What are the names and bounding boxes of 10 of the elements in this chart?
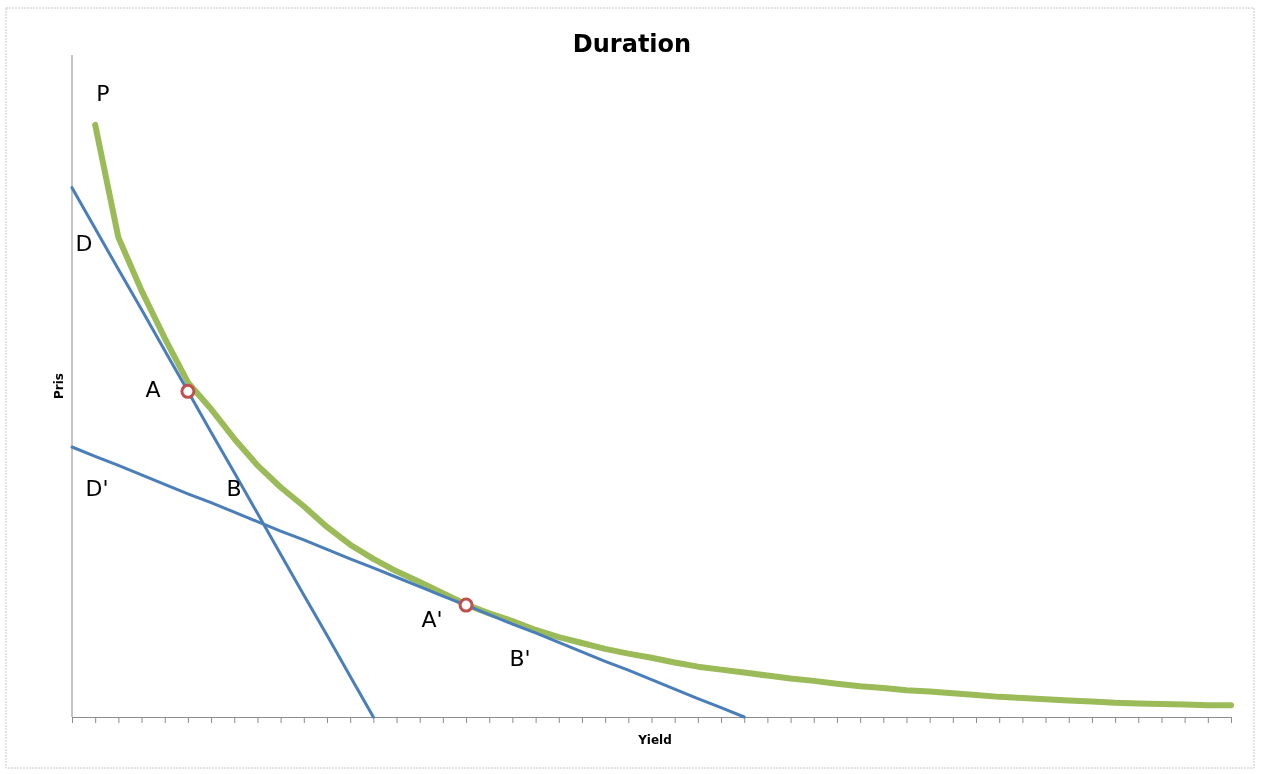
text: P (96, 81, 110, 106)
annotation: B (226, 476, 242, 501)
chart-title: Duration (572, 30, 692, 58)
annotation: A' (421, 607, 443, 632)
annotation: D (75, 231, 93, 256)
x-axis-title: Yield (637, 733, 672, 747)
annotation: A (145, 377, 161, 402)
annotation: D' (85, 476, 109, 501)
annotation: B' (509, 646, 531, 671)
y-axis-title: Pris (52, 373, 66, 399)
